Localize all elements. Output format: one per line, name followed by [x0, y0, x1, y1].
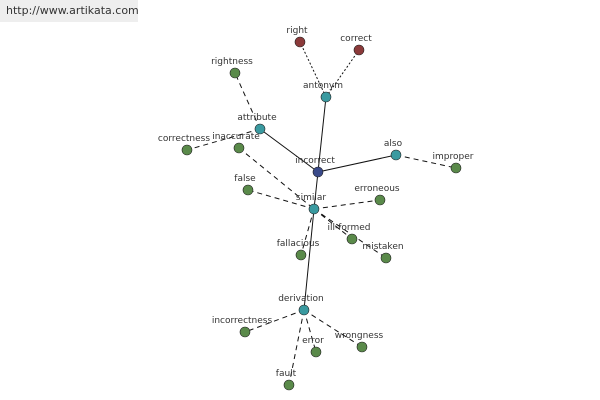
node[interactable] [233, 142, 245, 154]
node[interactable] [390, 149, 402, 161]
node[interactable] [312, 166, 324, 178]
node[interactable] [380, 252, 392, 264]
node-label[interactable]: error [302, 336, 324, 346]
edge [313, 171, 319, 210]
edge [303, 208, 315, 311]
node-label[interactable]: right [286, 26, 308, 36]
node-label[interactable]: ill-formed [328, 223, 371, 233]
node-label[interactable]: fallacious [277, 239, 320, 249]
node-label[interactable]: erroneous [354, 184, 400, 194]
edge [325, 49, 360, 98]
node-label[interactable]: also [384, 139, 403, 149]
node-label[interactable]: mistaken [362, 242, 403, 252]
node-label[interactable]: correctness [158, 134, 210, 144]
edge [238, 147, 315, 210]
node[interactable] [239, 326, 251, 338]
site-url[interactable]: http://www.artikata.com [0, 0, 139, 22]
node[interactable] [450, 162, 462, 174]
edge [313, 208, 353, 240]
node-label[interactable]: inaccurate [212, 132, 260, 142]
edge [313, 199, 381, 210]
node[interactable] [254, 123, 266, 135]
node-label[interactable]: correct [340, 34, 372, 44]
node-label[interactable]: derivation [278, 294, 324, 304]
node[interactable] [353, 44, 365, 56]
node[interactable] [294, 36, 306, 48]
node-label[interactable]: incorrectness [212, 316, 273, 326]
node[interactable] [320, 91, 332, 103]
node-label[interactable]: incorrect [295, 156, 335, 166]
node[interactable] [374, 194, 386, 206]
edge [303, 309, 317, 353]
edge [259, 128, 319, 173]
edge [234, 72, 261, 130]
node[interactable] [308, 203, 320, 215]
node-label[interactable]: fault [276, 369, 297, 379]
node[interactable] [295, 249, 307, 261]
node-label[interactable]: wrongness [335, 331, 384, 341]
node[interactable] [283, 379, 295, 391]
node[interactable] [242, 184, 254, 196]
node[interactable] [356, 341, 368, 353]
edge [317, 96, 327, 173]
node[interactable] [298, 304, 310, 316]
edge [288, 309, 305, 386]
edge [244, 309, 305, 333]
node-label[interactable]: similar [296, 193, 326, 203]
node[interactable] [181, 144, 193, 156]
edge [395, 154, 457, 169]
node-label[interactable]: improper [433, 152, 474, 162]
node-label[interactable]: rightness [211, 57, 253, 67]
node[interactable] [346, 233, 358, 245]
edge [300, 208, 315, 256]
node[interactable] [229, 67, 241, 79]
edge [186, 128, 261, 151]
edge [313, 208, 387, 259]
node-label[interactable]: false [234, 174, 256, 184]
node-label[interactable]: antonym [303, 81, 343, 91]
edge [317, 154, 397, 173]
node-label[interactable]: attribute [237, 113, 277, 123]
node[interactable] [310, 346, 322, 358]
edge [247, 189, 315, 210]
edge [303, 309, 363, 348]
